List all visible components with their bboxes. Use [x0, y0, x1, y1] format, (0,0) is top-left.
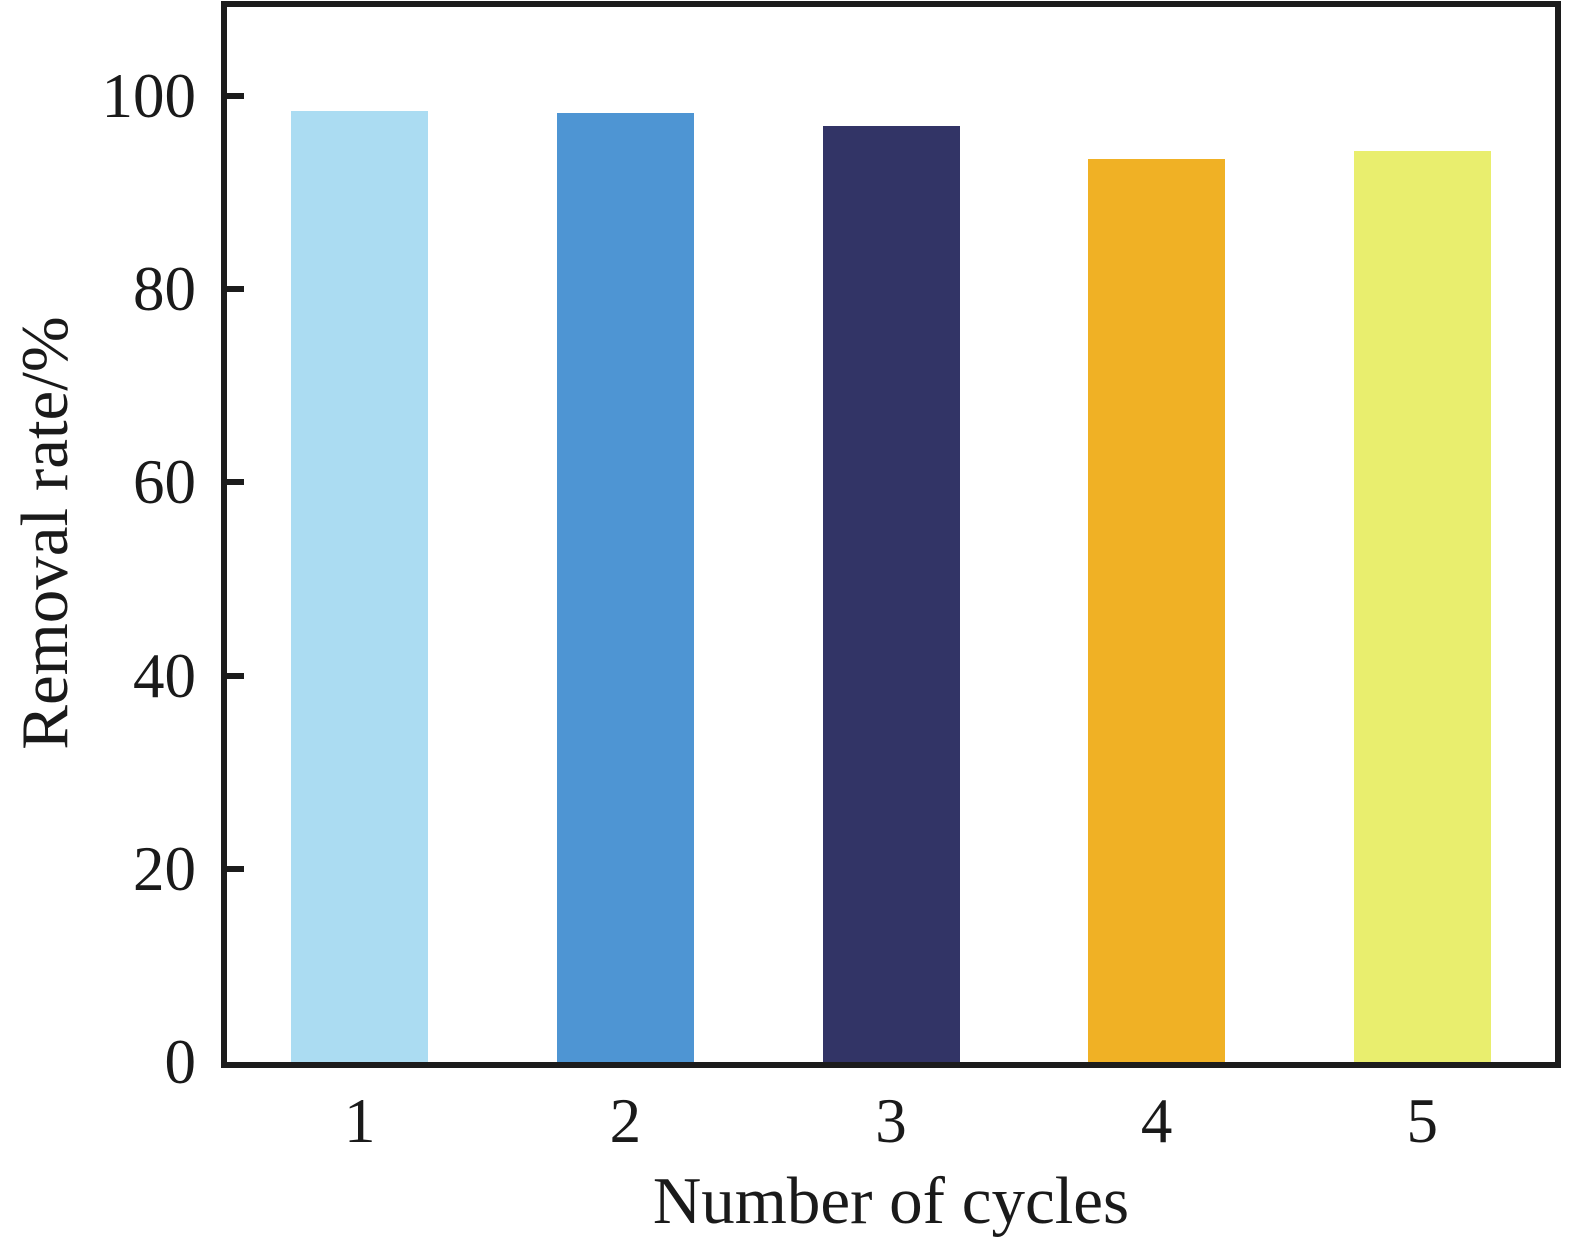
x-tick-label: 3: [875, 1086, 907, 1156]
x-axis-title: Number of cycles: [652, 1164, 1130, 1238]
y-tick-mark: [227, 672, 244, 679]
y-tick-mark: [227, 479, 244, 486]
y-tick-label: 20: [133, 833, 196, 904]
bar-cycle-3: [822, 125, 960, 1062]
y-tick-mark: [227, 93, 244, 99]
x-tick-label: 1: [344, 1086, 376, 1156]
y-tick-label: 80: [133, 254, 196, 325]
bar-cycle-5: [1353, 151, 1491, 1062]
plot-area: [221, 1, 1561, 1068]
x-tick-label: 2: [609, 1086, 642, 1156]
y-tick-label: 60: [133, 447, 196, 518]
x-tick-label: 5: [1406, 1086, 1438, 1156]
y-tick-label: 100: [101, 61, 197, 131]
bar-cycle-1: [291, 111, 429, 1062]
y-axis-title: Removal rate/%: [8, 316, 82, 750]
bar-cycle-2: [556, 113, 694, 1062]
y-tick-label: 40: [133, 640, 196, 711]
y-tick-mark: [227, 865, 244, 872]
x-tick-label: 4: [1140, 1086, 1173, 1156]
y-tick-mark: [227, 286, 244, 293]
bar-cycle-4: [1088, 158, 1226, 1062]
y-tick-label: 0: [164, 1027, 197, 1097]
